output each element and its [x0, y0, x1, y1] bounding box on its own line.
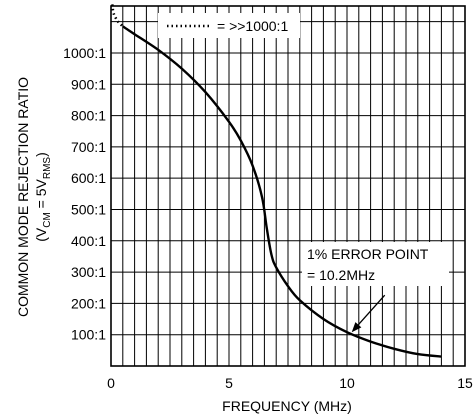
y-tick-label: 1000:1 — [63, 45, 106, 61]
x-tick-label: 0 — [107, 375, 115, 391]
annotation-box — [302, 242, 449, 286]
y-tick-label: 300:1 — [71, 264, 106, 280]
annotation-arrow — [357, 294, 386, 326]
annotation-line1: 1% ERROR POINT — [307, 246, 429, 262]
y-axis-label: COMMON MODE REJECTION RATIO (VCM = 5VRMS… — [15, 77, 53, 317]
y-axis-label-condition: (VCM = 5VRMS) — [33, 152, 53, 242]
legend: = >>1000:1 — [158, 13, 300, 38]
y-tick-label: 700:1 — [71, 139, 106, 155]
y-tick-label: 100:1 — [71, 327, 106, 343]
x-tick-label: 5 — [225, 375, 233, 391]
annotation-error-point: 1% ERROR POINT = 10.2MHz — [302, 242, 449, 333]
annotation-line2: = 10.2MHz — [307, 267, 375, 283]
y-tick-label: 800:1 — [71, 108, 106, 124]
legend-label: = >>1000:1 — [217, 18, 288, 34]
plot-frame — [110, 5, 466, 367]
y-tick-label: 400:1 — [71, 233, 106, 249]
x-axis-label: FREQUENCY (MHz) — [222, 398, 352, 414]
annotation-arrowhead — [351, 322, 362, 333]
tick-labels: 0 5 10 15 100:1 200:1 300:1 400:1 500:1 600:1 700:… — [63, 45, 473, 391]
y-tick-label: 200:1 — [71, 295, 106, 311]
x-tick-label: 10 — [339, 375, 355, 391]
x-tick-label: 15 — [457, 375, 473, 391]
y-tick-label: 600:1 — [71, 170, 106, 186]
y-tick-label: 500:1 — [71, 201, 106, 217]
y-tick-label: 900:1 — [71, 76, 106, 92]
y-axis-label-main: COMMON MODE REJECTION RATIO — [15, 77, 31, 317]
grid — [110, 5, 466, 367]
series-line-dotted — [110, 4, 124, 28]
series-line-cmrr — [122, 25, 442, 358]
curves — [110, 4, 442, 358]
